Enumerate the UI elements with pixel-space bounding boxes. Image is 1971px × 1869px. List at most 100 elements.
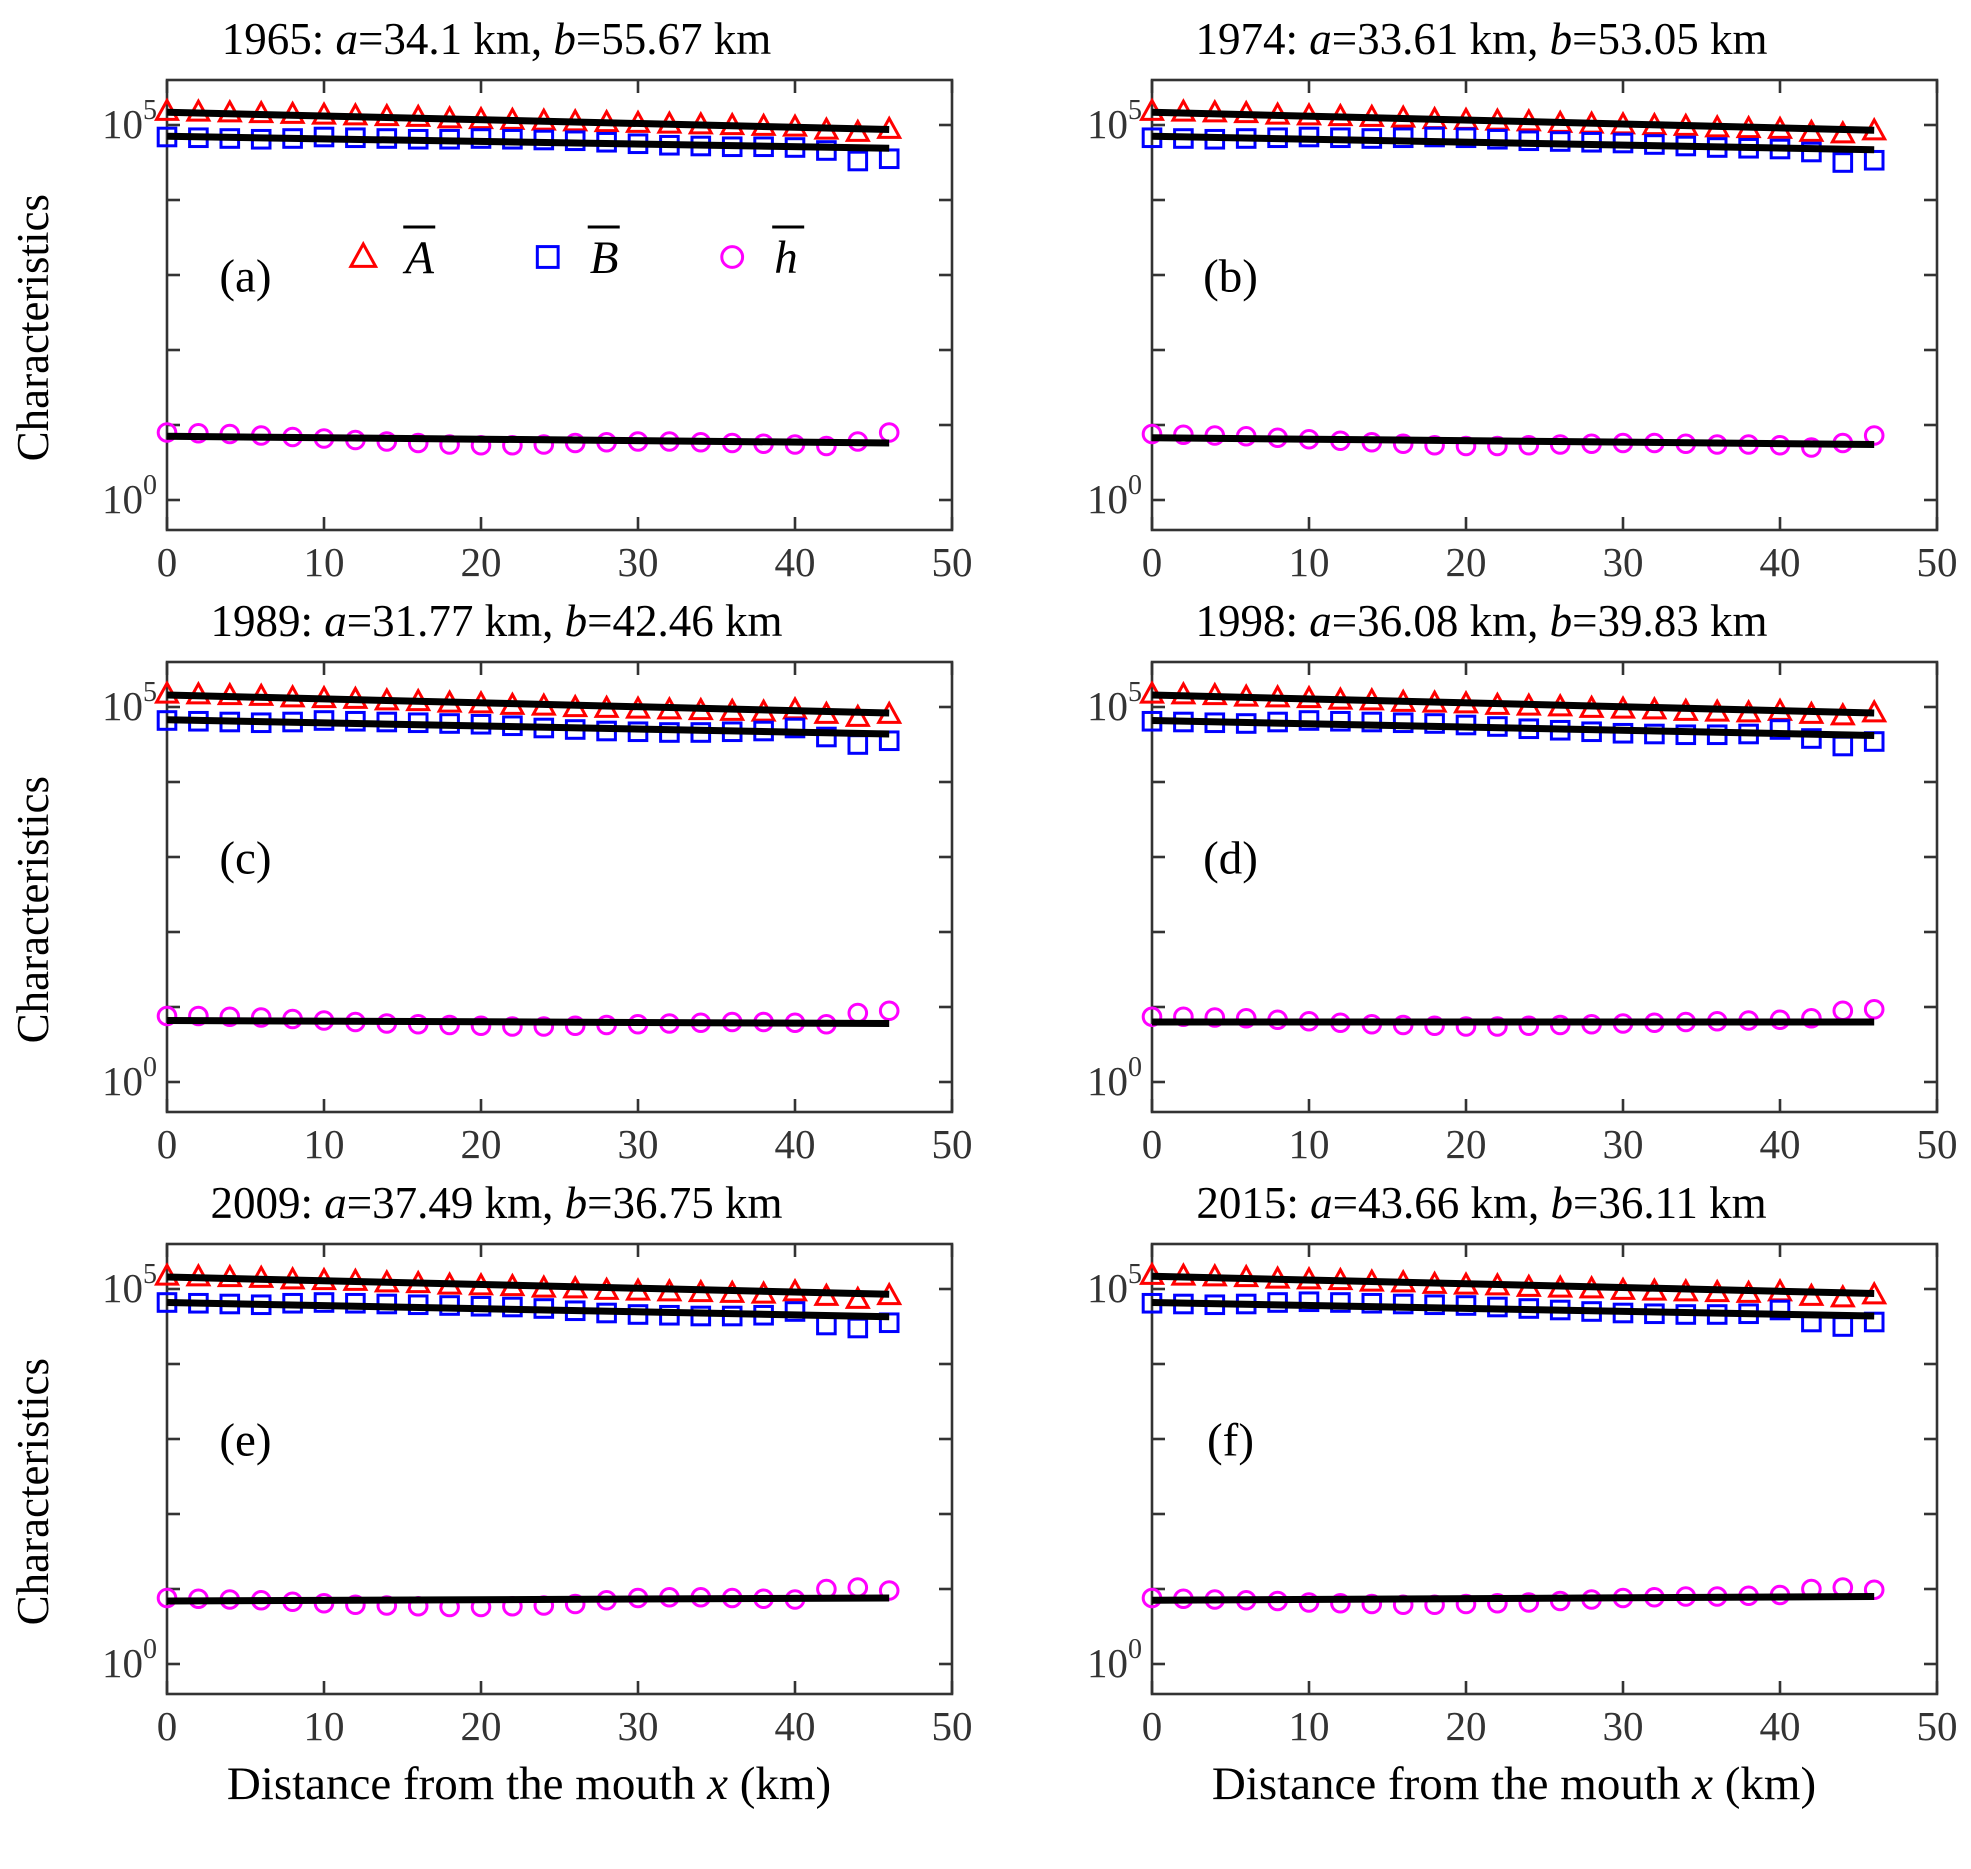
x-tick-label: 40 [775,1703,816,1749]
panel-a-ylabel-col: Characteristics [4,68,62,588]
title-a-value: =36.08 km, [1331,596,1550,646]
square-marker [847,150,869,172]
circle-marker [1455,1016,1477,1037]
y-tick-label: 105 [1087,95,1142,147]
x-tick-label: 40 [1760,1121,1801,1167]
x-ticks: 0 10 20 30 40 50 [157,1244,972,1749]
circle-marker [1518,1015,1540,1037]
circle-marker [1518,1592,1540,1613]
square-marker [1863,149,1885,171]
circle-marker [1487,1592,1508,1614]
x-axis-label: Distance from the mouth x (km) [1059,1752,1969,1822]
circle-marker [816,435,837,457]
circle-marker [1235,1007,1257,1029]
plot-area-e: 0 10 20 30 40 50 100 105 (e) [102,1242,972,1749]
square-marker [784,717,806,739]
axes-box [1150,1242,1939,1696]
x-tick-label: 50 [1917,1121,1958,1167]
plot-area-c: 0 10 20 30 40 50 100 105 (c) [102,660,973,1167]
fit-lines [166,108,890,447]
x-tick-label: 30 [1603,1703,1644,1749]
panel-e-title: 2009: a=37.49 km, b=36.75 km [4,1174,989,1232]
fit-line [1151,691,1875,717]
circle-marker [156,422,178,443]
x-tick-label: 50 [1917,1703,1958,1749]
square-marker [1769,719,1791,740]
title-a-value: =33.61 km, [1331,14,1550,64]
x-tick-label: 40 [1760,1703,1801,1749]
circle-marker [188,1005,209,1027]
fit-line [166,108,890,133]
fit-line [1151,1299,1875,1320]
title-year: 1989: [210,596,325,646]
panel-b-title: 1974: a=33.61 km, b=53.05 km [989,10,1971,68]
panel-letter: (c) [219,833,271,885]
title-b-value: =55.67 km [575,14,772,64]
panel-e-ylabel-col: Characteristics [4,1232,62,1752]
title-b-value: =53.05 km [1572,14,1768,64]
x-tick-label: 0 [157,1121,178,1167]
y-ticks: 100 105 [1087,1259,1937,1686]
x-ticks: 0 10 20 30 40 50 [1142,1244,1957,1749]
fit-lines [1151,691,1875,1026]
circle-marker [1863,998,1885,1020]
panel-c-body: Characteristics 0 10 20 30 40 50 100 105 (c) [4,650,989,1170]
title-year: 1998: [1195,596,1310,646]
panel-d: 1998: a=36.08 km, b=39.83 km 0 10 20 30 40 50… [989,592,1971,1170]
y-ticks: 100 105 [102,95,952,522]
circle-marker [1518,434,1540,456]
circle-marker [470,1015,492,1037]
panel-letter: (b) [1203,251,1258,303]
panel-d-body: 0 10 20 30 40 50 100 105 (d) [989,650,1971,1170]
fit-line [166,432,890,447]
panel-a: 1965: a=34.1 km, b=55.67 km Characterist… [4,10,989,588]
fit-lines [1151,108,1875,448]
y-tick-label: 100 [1087,1052,1142,1104]
x-tick-label: 0 [1142,1121,1163,1167]
panel-e: 2009: a=37.49 km, b=36.75 km Characteris… [4,1174,989,1822]
panel-letter: (d) [1203,833,1258,885]
fit-line [166,132,890,152]
square-marker [1832,1316,1854,1337]
x-tick-label: 40 [775,1121,816,1167]
x-ticks: 0 10 20 30 40 50 [1142,662,1957,1167]
square-marker [816,726,837,748]
y-tick-label: 100 [1087,470,1142,522]
circle-marker [1801,1007,1822,1029]
title-b-var: b [564,1178,588,1228]
x-tick-label: 50 [932,1703,973,1749]
x-tick-label: 10 [304,1121,345,1167]
circle-marker [345,1594,366,1616]
x-axis-label-var: x [707,1758,729,1810]
panel-b-body: 0 10 20 30 40 50 100 105 (b) [989,68,1971,588]
x-tick-label: 50 [932,1121,973,1167]
fit-line [1151,1593,1875,1604]
panel-f-body: 0 10 20 30 40 50 100 105 (f) [989,1232,1971,1752]
panel-d-ylabel-col [989,650,1047,1170]
circle-marker [847,1002,869,1024]
panel-letter: (a) [219,251,271,303]
y-tick-label: 105 [102,677,157,729]
circle-marker [1832,1000,1854,1022]
circle-marker [1424,1015,1445,1037]
legend-label: h [774,232,798,284]
title-a-var: a [324,596,347,646]
title-b-var: b [564,596,588,646]
square-marker [1801,728,1822,749]
circle-marker [1361,1593,1383,1615]
axes-box [165,78,954,532]
panel-f: 2015: a=43.66 km, b=36.11 km 0 10 20 30 40 50… [989,1174,1971,1822]
axes-box [1150,78,1939,532]
title-b-var: b [1549,596,1573,646]
square-marker [847,734,869,755]
y-axis-label: Characteristics [8,194,58,462]
title-a-var: a [335,14,358,64]
circle-marker [1487,435,1508,457]
circle-marker [1141,423,1163,445]
panel-a-title: 1965: a=34.1 km, b=55.67 km [4,10,989,68]
panel-letter: (e) [219,1415,271,1467]
axes-box [1150,660,1939,1114]
